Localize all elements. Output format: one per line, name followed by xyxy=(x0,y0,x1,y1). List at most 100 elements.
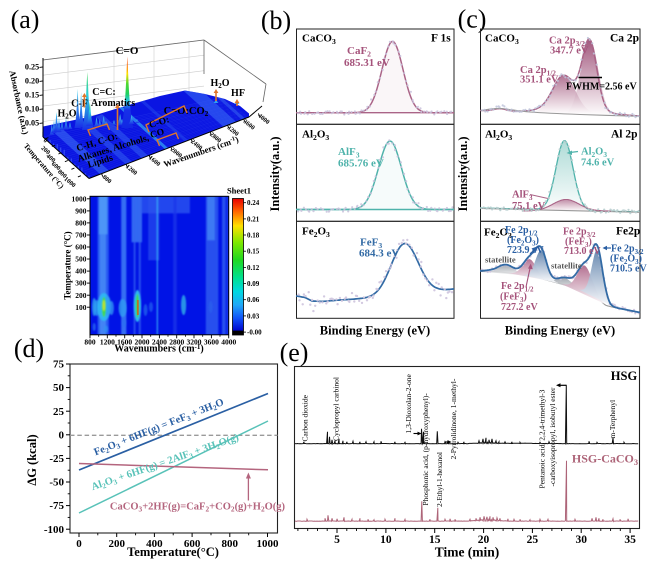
svg-text:800: 800 xyxy=(75,219,87,228)
svg-text:Ca 2p: Ca 2p xyxy=(610,33,639,45)
svg-text:HSG-CaCO3: HSG-CaCO3 xyxy=(572,452,638,468)
svg-text:Sheet1: Sheet1 xyxy=(227,186,251,196)
svg-text:0.20: 0.20 xyxy=(25,77,39,86)
svg-text:75: 75 xyxy=(53,359,65,371)
svg-text:2400: 2400 xyxy=(152,337,167,346)
svg-text:H2O: H2O xyxy=(57,109,76,121)
svg-text:Ca 2p3/2: Ca 2p3/2 xyxy=(549,36,585,49)
svg-text:0.09: 0.09 xyxy=(247,280,260,288)
svg-text:2-Pyrrolidinone, 1-methyl-: 2-Pyrrolidinone, 1-methyl- xyxy=(449,378,458,459)
svg-text:400: 400 xyxy=(75,267,87,276)
svg-text:500: 500 xyxy=(75,255,87,264)
svg-text:0.21: 0.21 xyxy=(247,215,260,223)
svg-text:0.03: 0.03 xyxy=(247,312,260,320)
svg-text:Cyclopropyl carbinol: Cyclopropyl carbinol xyxy=(332,377,341,441)
svg-text:3200: 3200 xyxy=(187,337,202,346)
svg-text:0.24: 0.24 xyxy=(247,199,260,207)
svg-text:1600: 1600 xyxy=(117,337,132,346)
svg-text:(Fe2O3): (Fe2O3) xyxy=(610,254,642,267)
svg-text:2800: 2800 xyxy=(169,337,184,346)
svg-text:FeF3: FeF3 xyxy=(360,237,382,251)
svg-text:HF: HF xyxy=(231,88,245,99)
svg-text:CaCO3: CaCO3 xyxy=(302,33,336,47)
svg-text:(d): (d) xyxy=(14,334,44,363)
svg-text:Wavenumbers (cm-1): Wavenumbers (cm-1) xyxy=(114,343,203,355)
svg-text:0.12: 0.12 xyxy=(247,264,260,272)
svg-text:3600: 3600 xyxy=(242,118,256,131)
svg-text:HSG: HSG xyxy=(611,369,638,383)
svg-text:74.6 eV: 74.6 eV xyxy=(581,158,615,169)
svg-text:800: 800 xyxy=(101,174,113,185)
svg-text:10: 10 xyxy=(380,534,392,546)
svg-text:CaCO3: CaCO3 xyxy=(485,33,519,47)
svg-text:-50: -50 xyxy=(49,477,64,489)
svg-text:CO: CO xyxy=(149,127,166,141)
svg-text:800: 800 xyxy=(56,168,68,180)
svg-text:Aromatics: Aromatics xyxy=(91,98,135,109)
svg-text:Time (min): Time (min) xyxy=(435,545,500,560)
svg-text:F 1s: F 1s xyxy=(431,33,451,45)
svg-text:0.06: 0.06 xyxy=(247,296,260,304)
svg-text:m-Terphenyl: m-Terphenyl xyxy=(608,400,617,439)
svg-text:1000: 1000 xyxy=(257,538,280,550)
svg-text:(e): (e) xyxy=(280,338,309,367)
svg-text:AlF3: AlF3 xyxy=(512,189,533,202)
svg-text:Carbon dioxide: Carbon dioxide xyxy=(301,394,310,441)
svg-text:0.18: 0.18 xyxy=(247,231,260,239)
svg-text:0.25: 0.25 xyxy=(25,63,39,72)
svg-text:Binding Energy (eV): Binding Energy (eV) xyxy=(505,324,615,338)
svg-text:685.76 eV: 685.76 eV xyxy=(338,158,384,170)
svg-text:685.31 eV: 685.31 eV xyxy=(344,57,390,69)
svg-text:(a): (a) xyxy=(11,5,40,34)
svg-text:-75: -75 xyxy=(49,500,64,512)
svg-text:Al2O3: Al2O3 xyxy=(485,129,512,143)
svg-text:300: 300 xyxy=(75,279,87,288)
svg-text:Al2O3: Al2O3 xyxy=(581,147,607,160)
svg-text:H2O: H2O xyxy=(210,78,229,90)
svg-text:1000: 1000 xyxy=(72,194,87,203)
svg-text:723.9 eV: 723.9 eV xyxy=(507,245,544,256)
svg-text:Fe2O3: Fe2O3 xyxy=(484,227,512,241)
svg-text:ΔG (kcal): ΔG (kcal) xyxy=(25,434,39,485)
svg-text:600: 600 xyxy=(50,161,62,173)
svg-text:0.05: 0.05 xyxy=(25,119,39,128)
svg-text:400: 400 xyxy=(45,153,57,165)
svg-text:Phosphonic acid, (p-hydroxyphe: Phosphonic acid, (p-hydroxyphenyl)- xyxy=(421,393,430,506)
svg-text:FWHM=2.56 eV: FWHM=2.56 eV xyxy=(566,82,637,93)
svg-text:75.1 eV: 75.1 eV xyxy=(512,201,546,212)
svg-text:CaF2: CaF2 xyxy=(347,45,371,59)
svg-text:700: 700 xyxy=(75,231,87,240)
svg-text:713.0 eV: 713.0 eV xyxy=(564,246,601,257)
svg-text:200: 200 xyxy=(75,291,87,300)
svg-text:CaCO3+2HF(g)=CaF2+CO2(g)+H2O(g: CaCO3+2HF(g)=CaF2+CO2(g)+H2O(g) xyxy=(110,502,286,514)
svg-text:50: 50 xyxy=(53,382,65,394)
svg-text:351.1 eV: 351.1 eV xyxy=(520,75,559,86)
svg-text:800: 800 xyxy=(222,538,239,550)
svg-text:0: 0 xyxy=(59,429,65,441)
svg-text:1200: 1200 xyxy=(100,337,115,346)
svg-text:800: 800 xyxy=(84,337,96,346)
svg-text:727.2 eV: 727.2 eV xyxy=(501,302,538,313)
svg-text:-0.00: -0.00 xyxy=(247,328,262,336)
svg-text:400: 400 xyxy=(146,538,163,550)
svg-text:25: 25 xyxy=(527,534,539,546)
svg-text:3600: 3600 xyxy=(204,337,219,346)
svg-text:Temperature (°C): Temperature (°C) xyxy=(63,231,73,299)
svg-text:Al2O3: Al2O3 xyxy=(302,129,329,143)
svg-text:200: 200 xyxy=(108,538,125,550)
svg-text:4000: 4000 xyxy=(256,112,270,125)
svg-text:15: 15 xyxy=(429,534,441,546)
svg-text:710.5 eV: 710.5 eV xyxy=(610,264,647,275)
svg-text:statellite: statellite xyxy=(551,261,582,271)
svg-text:100: 100 xyxy=(75,303,87,312)
svg-text:2-Ethyl-1-hexanol: 2-Ethyl-1-hexanol xyxy=(435,452,444,507)
svg-text:347.7 eV: 347.7 eV xyxy=(550,46,589,57)
svg-text:Intensity(a.u.): Intensity(a.u.) xyxy=(268,136,282,211)
svg-text:Fe2p: Fe2p xyxy=(616,226,640,238)
svg-text:200: 200 xyxy=(39,145,51,157)
svg-text:Intensity(a.u.): Intensity(a.u.) xyxy=(456,136,470,211)
svg-text:0.15: 0.15 xyxy=(25,91,39,100)
svg-text:1200: 1200 xyxy=(124,163,138,176)
svg-text:1600: 1600 xyxy=(147,154,161,167)
svg-text:1,3-Dioxolan-2-one: 1,3-Dioxolan-2-one xyxy=(404,373,413,433)
